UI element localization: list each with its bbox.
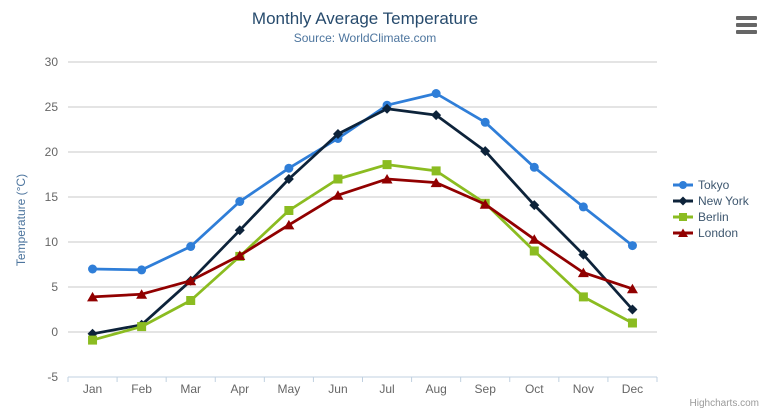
series-point-tokyo[interactable] <box>480 117 490 127</box>
series-point-new-york[interactable] <box>480 146 491 157</box>
legend-symbol-triangle-icon <box>673 228 693 237</box>
y-axis-title: Temperature (°C) <box>14 174 28 266</box>
series-point-new-york[interactable] <box>283 174 294 184</box>
y-axis-label: 30 <box>45 55 59 69</box>
x-axis-label: Jun <box>328 382 347 396</box>
chart-subtitle: Source: WorldClimate.com <box>293 31 437 45</box>
series-point-london[interactable] <box>381 174 393 184</box>
series-point-berlin[interactable] <box>333 174 343 184</box>
series-line-new-york <box>91 107 634 336</box>
x-axis-label: Oct <box>525 382 544 396</box>
series-point-london[interactable] <box>234 250 246 261</box>
hamburger-menu-icon[interactable] <box>736 16 757 34</box>
series-point-london[interactable] <box>626 283 638 294</box>
series-point-london[interactable] <box>136 289 148 299</box>
series-point-london[interactable] <box>185 275 197 286</box>
series-point-berlin[interactable] <box>284 206 294 215</box>
x-axis-label: Jan <box>83 382 102 396</box>
hamburger-bar <box>736 16 757 20</box>
series-point-new-york[interactable] <box>234 225 245 236</box>
series-point-new-york[interactable] <box>529 200 540 211</box>
series-point-berlin[interactable] <box>431 166 441 176</box>
highcharts-credit-link[interactable]: Highcharts.com <box>689 398 759 409</box>
y-axis-label: 20 <box>45 145 59 159</box>
x-axis-label: Nov <box>573 382 594 396</box>
legend-item-berlin[interactable]: Berlin <box>673 209 749 225</box>
series-point-berlin[interactable] <box>529 246 539 256</box>
legend-item-new-york[interactable]: New York <box>673 193 749 209</box>
legend-symbol-marker <box>678 196 688 206</box>
x-axis-label: Sep <box>475 382 497 396</box>
series-point-new-york[interactable] <box>431 110 442 121</box>
series-point-tokyo[interactable] <box>235 197 245 206</box>
series-point-london[interactable] <box>87 291 99 302</box>
series-point-berlin[interactable] <box>382 160 392 170</box>
series-point-tokyo[interactable] <box>88 264 98 274</box>
series-line-london <box>91 177 634 299</box>
series-point-tokyo[interactable] <box>186 242 196 251</box>
series-point-new-york[interactable] <box>332 129 343 139</box>
series-point-new-york[interactable] <box>578 249 589 260</box>
legend-symbol-diamond-icon <box>673 196 693 206</box>
y-axis-label: 25 <box>45 100 59 114</box>
x-axis-label: May <box>278 382 301 396</box>
legend-label: Tokyo <box>698 178 730 192</box>
legend-label: London <box>698 226 739 240</box>
series-point-tokyo[interactable] <box>431 89 441 98</box>
series-point-berlin[interactable] <box>186 296 196 305</box>
y-axis-label: 5 <box>51 280 58 294</box>
chart-title: Monthly Average Temperature <box>251 9 479 28</box>
legend-label: New York <box>698 194 749 208</box>
series-point-tokyo[interactable] <box>137 265 147 275</box>
series-point-tokyo[interactable] <box>284 163 294 173</box>
series-point-london[interactable] <box>430 177 442 188</box>
series-point-london[interactable] <box>479 199 491 209</box>
y-axis-label: 15 <box>45 190 59 204</box>
series-point-tokyo[interactable] <box>529 162 539 172</box>
y-axis-label: -5 <box>47 370 58 384</box>
series-point-tokyo[interactable] <box>627 241 637 251</box>
series-point-new-york[interactable] <box>382 103 393 114</box>
x-axis-label: Apr <box>230 382 249 396</box>
y-axis-label: 0 <box>51 325 58 339</box>
x-axis-label: Dec <box>622 382 643 396</box>
series-point-berlin[interactable] <box>578 292 588 302</box>
x-axis-label: Aug <box>425 382 446 396</box>
legend-symbol-marker <box>678 228 688 237</box>
legend: Tokyo New York Berlin London <box>673 177 749 241</box>
x-axis-label: Mar <box>180 382 201 396</box>
series-point-london[interactable] <box>528 234 540 244</box>
series-point-berlin[interactable] <box>88 335 98 345</box>
series-point-london[interactable] <box>577 267 589 278</box>
legend-item-tokyo[interactable]: Tokyo <box>673 177 749 193</box>
legend-label: Berlin <box>698 210 729 224</box>
x-axis-label: Feb <box>131 382 152 396</box>
series-point-london[interactable] <box>332 190 344 200</box>
legend-symbol-square-icon <box>673 213 693 221</box>
series-point-new-york[interactable] <box>627 304 638 315</box>
legend-item-london[interactable]: London <box>673 225 749 241</box>
series-point-berlin[interactable] <box>627 318 637 328</box>
y-axis-label: 10 <box>45 235 59 249</box>
series-point-tokyo[interactable] <box>578 202 588 212</box>
x-axis-label: Jul <box>379 382 394 396</box>
series-point-berlin[interactable] <box>137 322 147 332</box>
series-line-berlin <box>91 163 634 342</box>
hamburger-bar <box>736 30 757 34</box>
legend-symbol-circle-icon <box>673 181 693 189</box>
legend-symbol-marker <box>679 181 687 189</box>
legend-symbol-marker <box>679 213 687 221</box>
series-point-london[interactable] <box>283 219 295 230</box>
hamburger-bar <box>736 23 757 27</box>
